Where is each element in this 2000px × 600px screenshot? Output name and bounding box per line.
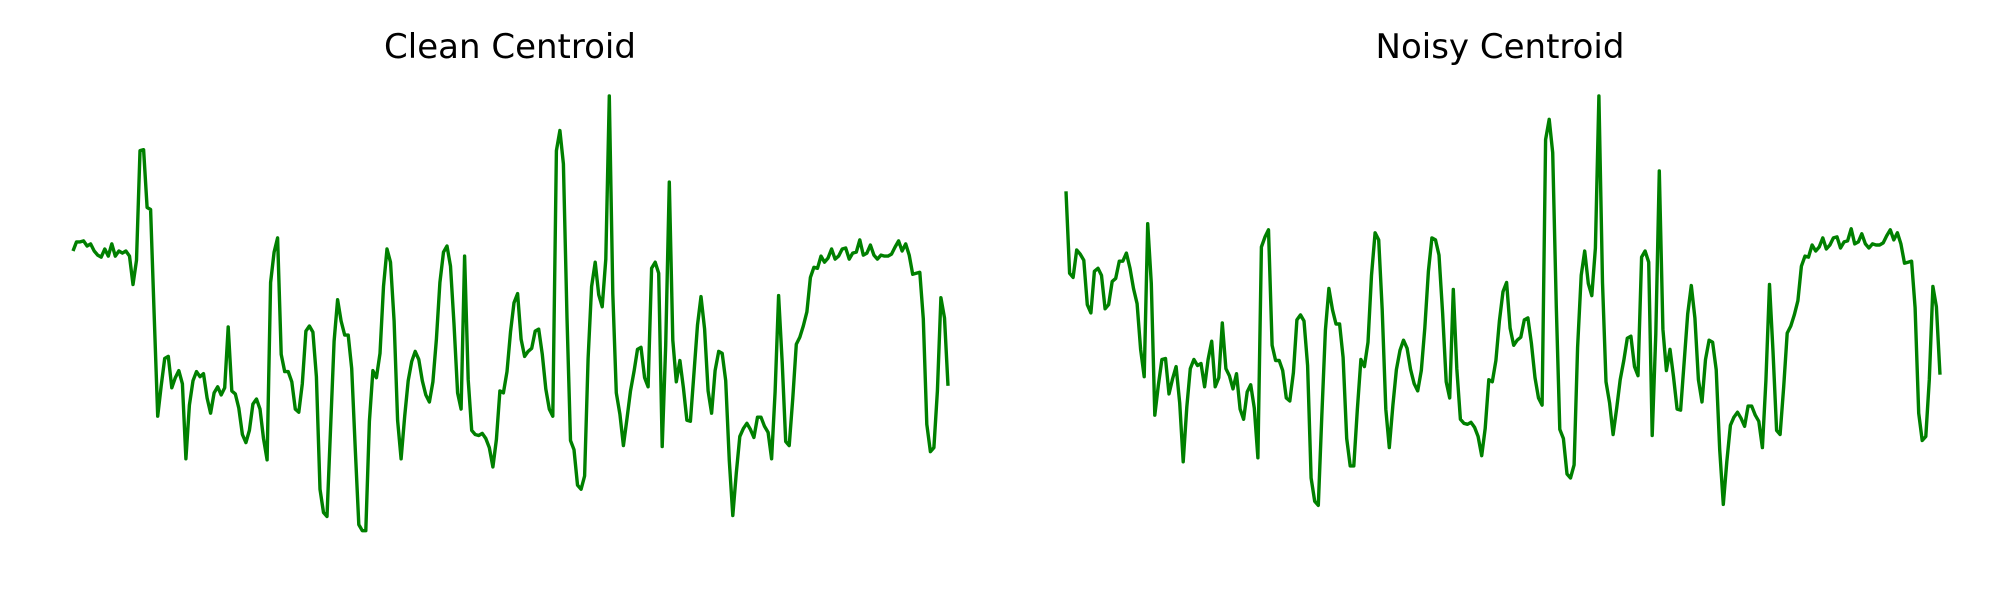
- left-series-line-0: [71, 94, 950, 533]
- right-chart-title: Noisy Centroid: [1376, 27, 1625, 67]
- left-chart: Clean Centroid: [71, 27, 950, 533]
- right-plot-area: [1064, 94, 1942, 508]
- right-series-line-0: [1064, 94, 1942, 508]
- left-plot-area: [71, 94, 950, 533]
- right-chart: Noisy Centroid: [1064, 27, 1942, 508]
- left-chart-title: Clean Centroid: [384, 27, 636, 67]
